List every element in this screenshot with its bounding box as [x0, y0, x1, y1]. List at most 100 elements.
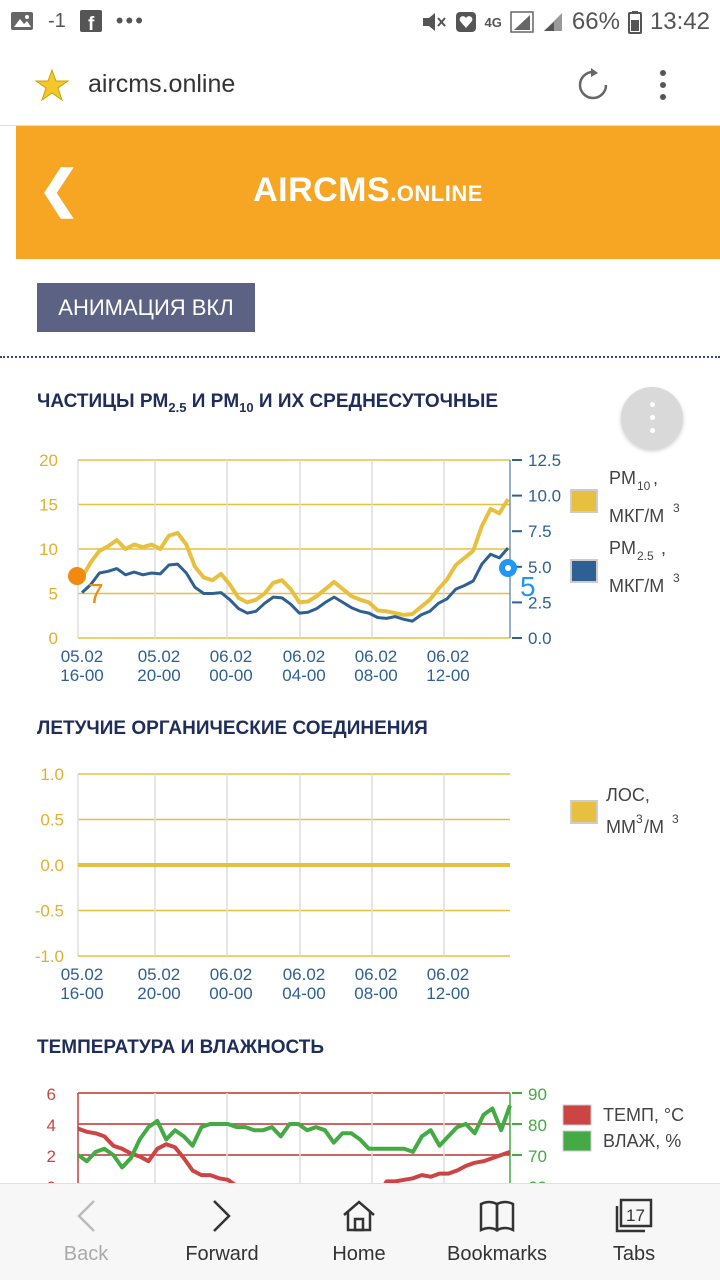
facebook-icon: f [79, 10, 102, 32]
y-right-tick: 80 [528, 1116, 547, 1135]
series-line-1 [80, 547, 510, 623]
legend-label-sub: 10 [637, 479, 651, 493]
x-tick-label-date: 06.02 [427, 965, 470, 984]
y-left-tick: 2 [47, 1147, 56, 1166]
x-tick-label-date: 05.02 [61, 965, 104, 984]
legend-label-unit: МКГ/М [609, 576, 664, 596]
nav-bookmarks[interactable]: Bookmarks [427, 1184, 567, 1281]
y-right-tick: 70 [528, 1147, 547, 1166]
site-logo[interactable]: AIRCMS.ONLINE [253, 171, 483, 209]
y-right-tick: 10.0 [528, 487, 561, 506]
x-tick-label-time: 08-00 [354, 984, 397, 1003]
reload-icon[interactable] [576, 68, 610, 102]
y-tick: 0.0 [40, 856, 64, 875]
x-tick-label-date: 06.02 [355, 647, 398, 666]
legend-label-sup2: 3 [672, 812, 679, 826]
back-arrow-icon [77, 1200, 95, 1232]
home-icon [343, 1200, 375, 1232]
y-right-tick: 7.5 [528, 522, 552, 541]
star-icon[interactable] [35, 68, 69, 102]
legend-label-comma: , [653, 468, 658, 488]
bottom-nav-bar: Back Forward Home Bookmarks 17 Tabs [0, 1183, 720, 1280]
bookmarks-icon [479, 1200, 515, 1233]
legend-swatch [562, 1104, 592, 1126]
x-tick-label-date: 05.02 [138, 965, 181, 984]
y-tick: 0.5 [40, 811, 64, 830]
x-tick-label-time: 08-00 [354, 666, 397, 685]
y-right-tick: 5.0 [528, 558, 552, 577]
status-counter: -1 [48, 9, 66, 32]
y-left-tick: 6 [47, 1085, 56, 1104]
nav-bookmarks-label: Bookmarks [446, 1243, 548, 1265]
nav-back-label: Back [63, 1243, 109, 1265]
heart-shield-icon [455, 12, 476, 32]
x-tick-label-time: 12-00 [426, 666, 469, 685]
legend-swatch [570, 800, 598, 824]
series-line-0 [77, 1126, 511, 1183]
y-right-tick: 90 [528, 1085, 547, 1104]
legend-label-main: PM [609, 468, 636, 488]
legend-label-sub: 2.5 [637, 549, 654, 563]
temp-humidity-chart: 6 4 2 0 90 80 70 60 ТЕМП, °С ВЛАЖ, % [47, 1085, 684, 1183]
nav-tabs-label: Tabs [612, 1243, 656, 1265]
svg-text:f: f [88, 14, 95, 32]
legend-label-main: PM [609, 538, 636, 558]
battery-icon [627, 11, 642, 34]
url-text[interactable]: aircms.online [88, 70, 236, 98]
nav-home[interactable]: Home [289, 1184, 429, 1281]
avg-label-pm10: 7 [88, 578, 104, 609]
legend-label-sup: 3 [673, 501, 680, 515]
x-tick-label-date: 06.02 [283, 965, 326, 984]
avg-marker-pm10 [68, 567, 86, 585]
y-tick: -1.0 [35, 947, 64, 966]
voc-chart-title: ЛЕТУЧИЕ ОРГАНИЧЕСКИЕ СОЕДИНЕНИЯ [37, 718, 428, 739]
x-tick-label-time: 00-00 [209, 984, 252, 1003]
legend-label-unit: МКГ/М [609, 506, 664, 526]
tabs-icon: 17 [615, 1198, 653, 1233]
series-line-1 [76, 1104, 512, 1170]
nav-home-label: Home [332, 1243, 386, 1265]
forward-arrow-icon [213, 1200, 231, 1232]
address-bar: aircms.online [0, 46, 720, 126]
x-tick-label-time: 12-00 [426, 984, 469, 1003]
nav-back[interactable]: Back [16, 1184, 156, 1281]
legend-label: ВЛАЖ, % [603, 1131, 681, 1151]
y-right-tick: 12.5 [528, 451, 561, 470]
more-notifications-icon: ••• [115, 8, 145, 33]
voc-chart: 1.00.50.0-0.5-1.005.0216-0005.0220-0006.… [35, 765, 679, 1003]
nav-tabs[interactable]: 17 Tabs [564, 1184, 704, 1281]
mute-icon [422, 13, 446, 31]
x-tick-label-date: 06.02 [355, 965, 398, 984]
x-tick-label-time: 04-00 [282, 666, 325, 685]
x-tick-label-date: 06.02 [210, 965, 253, 984]
nav-forward-label: Forward [185, 1243, 259, 1265]
x-tick-label-time: 16-00 [60, 984, 103, 1003]
chart-menu-button[interactable] [621, 387, 683, 449]
chevron-left-icon[interactable]: ❮ [38, 161, 80, 217]
avg-label-pm25: 5 [520, 571, 536, 602]
x-tick-label-date: 06.02 [210, 647, 253, 666]
y-left-tick: 5 [49, 585, 58, 604]
nav-forward[interactable]: Forward [152, 1184, 292, 1281]
y-left-tick: 4 [47, 1116, 56, 1135]
y-right-tick: 60 [528, 1178, 547, 1183]
legend-label-comma: , [661, 538, 666, 558]
legend-swatch [562, 1130, 592, 1152]
legend-label-sup: 3 [636, 812, 643, 826]
temp-chart-title: ТЕМПЕРАТУРА И ВЛАЖНОСТЬ [37, 1037, 325, 1058]
x-tick-label-date: 05.02 [138, 647, 181, 666]
avg-marker-pm25-dot [505, 565, 511, 571]
series-line-0 [80, 498, 510, 617]
y-left-tick: 20 [39, 451, 58, 470]
battery-percent: 66% [571, 8, 620, 35]
network-type: 4G [484, 14, 502, 30]
y-left-tick: 10 [39, 540, 58, 559]
x-tick-label-date: 06.02 [427, 647, 470, 666]
animation-toggle-button[interactable]: АНИМАЦИЯ ВКЛ [37, 283, 255, 332]
legend-label: ТЕМП, °С [603, 1105, 684, 1125]
y-left-tick: 0 [47, 1178, 56, 1183]
y-right-tick: 0.0 [528, 629, 552, 648]
tabs-count: 17 [626, 1206, 645, 1225]
clock: 13:42 [649, 8, 710, 35]
more-menu-icon[interactable] [656, 68, 670, 102]
